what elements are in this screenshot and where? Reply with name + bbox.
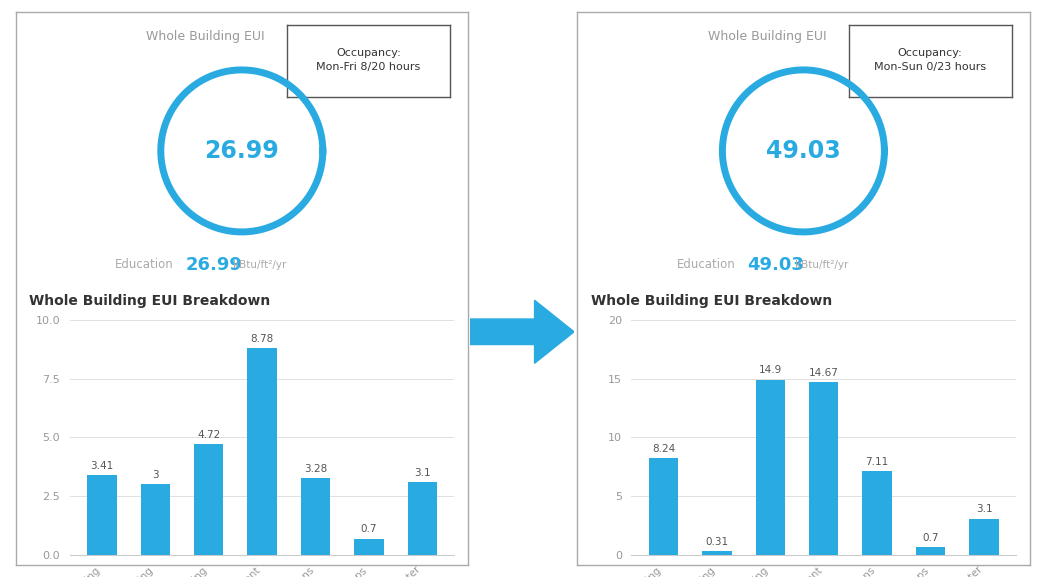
- Bar: [248, 349, 277, 555]
- Bar: [301, 478, 331, 555]
- Bar: [649, 458, 678, 555]
- Text: 3.1: 3.1: [414, 468, 431, 478]
- Text: Whole Building EUI: Whole Building EUI: [708, 30, 827, 43]
- Bar: [408, 482, 437, 555]
- Text: Whole Building EUI Breakdown: Whole Building EUI Breakdown: [591, 294, 832, 308]
- Text: 14.67: 14.67: [809, 368, 838, 378]
- Text: 3.1: 3.1: [976, 504, 992, 514]
- Bar: [194, 444, 224, 555]
- Text: Occupancy:
Mon-Fri 8/20 hours: Occupancy: Mon-Fri 8/20 hours: [316, 48, 420, 72]
- Text: Education: Education: [676, 258, 735, 271]
- Bar: [87, 475, 116, 555]
- Text: 3: 3: [152, 470, 159, 480]
- Text: 0.7: 0.7: [922, 533, 939, 542]
- Bar: [140, 485, 170, 555]
- Bar: [809, 383, 838, 555]
- Text: 8.78: 8.78: [251, 334, 274, 344]
- Polygon shape: [470, 300, 574, 364]
- Text: Occupancy:
Mon-Sun 0/23 hours: Occupancy: Mon-Sun 0/23 hours: [874, 48, 986, 72]
- Text: kBtu/ft²/yr: kBtu/ft²/yr: [233, 260, 287, 270]
- Text: 14.9: 14.9: [759, 365, 782, 376]
- Text: Whole Building EUI: Whole Building EUI: [147, 30, 265, 43]
- Text: 49.03: 49.03: [766, 139, 840, 163]
- Bar: [969, 519, 998, 555]
- Text: 7.11: 7.11: [865, 457, 889, 467]
- Text: 8.24: 8.24: [652, 444, 675, 454]
- Bar: [756, 380, 785, 555]
- Text: 0.31: 0.31: [705, 537, 728, 547]
- Text: 49.03: 49.03: [747, 256, 804, 274]
- Text: 26.99: 26.99: [185, 256, 242, 274]
- Text: 4.72: 4.72: [198, 430, 220, 440]
- Text: 26.99: 26.99: [205, 139, 279, 163]
- Bar: [702, 552, 731, 555]
- Bar: [862, 471, 892, 555]
- Text: kBtu/ft²/yr: kBtu/ft²/yr: [795, 260, 849, 270]
- Bar: [916, 547, 945, 555]
- Bar: [355, 538, 384, 555]
- Text: 0.7: 0.7: [361, 524, 378, 534]
- Text: Whole Building EUI Breakdown: Whole Building EUI Breakdown: [29, 294, 270, 308]
- Text: Education: Education: [114, 258, 174, 271]
- Text: 3.41: 3.41: [90, 460, 113, 471]
- Text: 3.28: 3.28: [304, 464, 328, 474]
